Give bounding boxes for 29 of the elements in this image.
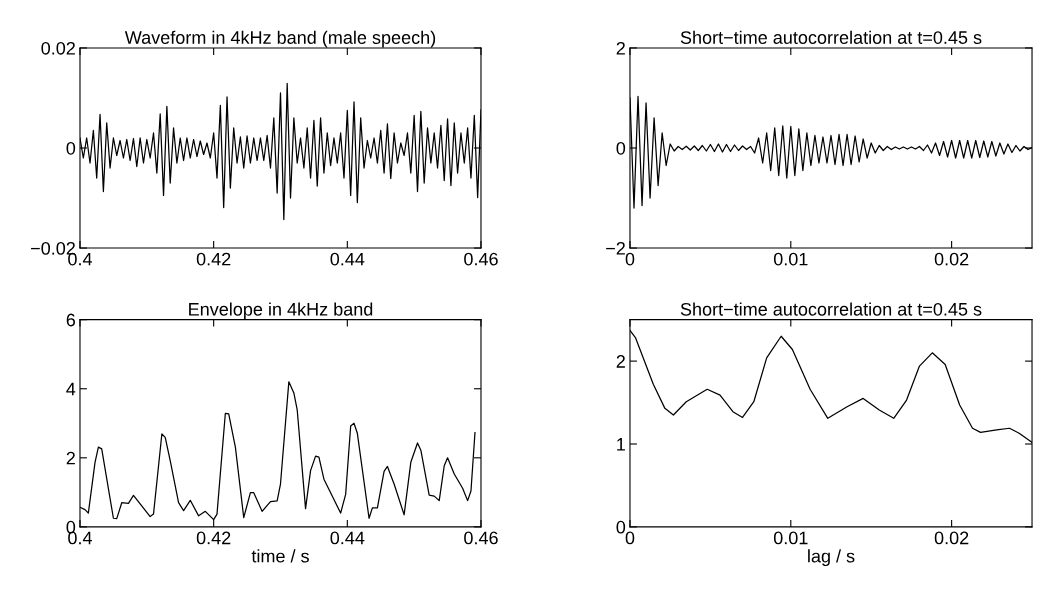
x-tick-label: 0.02 [934,252,969,266]
chart-title: Envelope in 4kHz band [189,302,373,320]
x-tick-label: 0.44 [330,531,365,545]
x-tick-label: 0.44 [330,252,365,266]
y-tick-label: 4 [66,382,76,396]
y-tick-label: 2 [616,41,625,55]
x-tick-label: 0.46 [464,252,498,266]
chart-title: Short−time autocorrelation at t=0.45 s [680,30,982,44]
y-tick-label: 0 [616,141,626,155]
x-tick-label: 0 [625,252,635,266]
chart-title: Waveform in 4kHz band (male speech) [124,30,436,48]
y-tick-label: −2 [606,241,625,255]
x-tick-label: 0.46 [464,531,498,545]
x-axis-title: time / s [251,549,309,563]
chart-title: Short−time autocorrelation at t=0.45 s [680,302,982,316]
y-tick-label: 6 [66,313,76,327]
x-tick-label: 0.01 [773,252,808,266]
x-tick-label: 0.02 [934,531,969,545]
x-axis-title: lag / s [808,549,855,567]
x-tick-label: 0.42 [196,531,231,545]
y-tick-label: 2 [66,451,75,465]
y-tick-label: 2 [616,355,625,368]
x-tick-label: 0.42 [196,252,231,266]
x-tick-label: 0 [625,531,635,545]
y-tick-label: 0 [616,520,626,534]
y-tick-label: 0.02 [41,41,75,55]
y-tick-label: 1 [617,438,625,451]
x-tick-label: 0.01 [773,531,808,545]
y-tick-label: 0 [66,141,76,155]
